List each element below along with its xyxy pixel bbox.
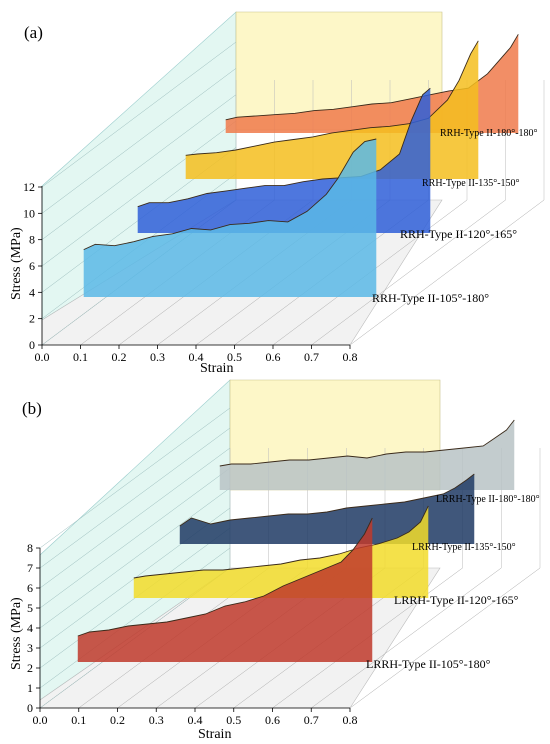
panel-b-series-labels: LRRH-Type II-180°-180° LRRH-Type II-135°-… xyxy=(366,494,540,671)
side-grid-line xyxy=(39,487,231,629)
series-line xyxy=(219,419,515,467)
panel-a-x-label: Strain xyxy=(200,361,233,376)
panel-a-series-labels: RRH-Type II-180°-180° RRH-Type II-135°-15… xyxy=(372,128,538,305)
y-tick-label: 7 xyxy=(27,561,33,575)
x-tick-label: 0.7 xyxy=(304,350,319,364)
panel-b-x-label: Strain xyxy=(198,727,231,742)
x-tick-label: 0.1 xyxy=(71,713,86,727)
floor-grid-line xyxy=(311,567,502,709)
floor-grid-line xyxy=(349,567,541,709)
y-tick-label: 2 xyxy=(29,312,35,326)
panel-b-x-ticks: 0.0 0.1 0.2 0.3 0.4 0.5 0.6 0.7 0.8 xyxy=(33,708,358,727)
y-tick-label: 12 xyxy=(23,180,35,194)
series-line xyxy=(77,517,373,637)
side-grid-line xyxy=(39,427,231,569)
x-tick-label: 0.7 xyxy=(304,713,319,727)
floor-grid-line xyxy=(311,199,506,346)
series-label: RRH-Type II-105°-180° xyxy=(372,291,489,305)
series-area xyxy=(219,420,515,490)
x-tick-label: 0.3 xyxy=(150,350,165,364)
side-grid-line xyxy=(41,41,237,188)
y-tick-label: 5 xyxy=(27,601,33,615)
panel-a-label: (a) xyxy=(24,23,43,42)
series-line xyxy=(185,40,479,156)
panel-b-y-ticks: 0 1 2 3 4 5 6 7 8 xyxy=(27,541,40,715)
panel-a-y-label: Stress (MPa) xyxy=(9,227,24,300)
x-tick-label: 0.4 xyxy=(189,350,204,364)
x-tick-label: 0.5 xyxy=(227,350,242,364)
series-label: RRH-Type II-180°-180° xyxy=(440,128,538,139)
side-grid-line xyxy=(39,447,231,589)
panel-b-label: (b) xyxy=(22,399,42,418)
y-tick-label: 0 xyxy=(27,701,33,715)
y-tick-label: 2 xyxy=(27,661,33,675)
y-tick-label: 6 xyxy=(27,581,33,595)
series-label: LRRH-Type II-120°-165° xyxy=(394,593,519,607)
side-grid-line xyxy=(41,68,237,214)
y-tick-label: 8 xyxy=(27,541,33,555)
side-grid-line xyxy=(39,467,231,609)
panel-a-series xyxy=(83,34,519,297)
x-tick-label: 0.0 xyxy=(35,350,50,364)
x-tick-label: 0.8 xyxy=(343,350,358,364)
series-area xyxy=(77,518,373,662)
y-tick-label: 4 xyxy=(29,285,35,299)
series-label: LRRH-Type II-135°-150° xyxy=(412,542,516,553)
series-area xyxy=(179,474,475,544)
x-tick-label: 0.6 xyxy=(266,350,281,364)
series-label: LRRH-Type II-105°-180° xyxy=(366,657,491,671)
x-tick-label: 0.2 xyxy=(112,350,127,364)
x-tick-label: 0.1 xyxy=(73,350,88,364)
series-line xyxy=(133,505,429,579)
side-grid-line xyxy=(39,407,231,549)
x-tick-label: 0.8 xyxy=(343,713,358,727)
y-tick-label: 3 xyxy=(27,641,33,655)
x-tick-label: 0.6 xyxy=(265,713,280,727)
y-tick-label: 6 xyxy=(29,259,35,273)
panel-a-y-ticks: 0 2 4 6 8 10 12 xyxy=(23,180,42,352)
series-line xyxy=(83,138,377,251)
x-tick-label: 0.3 xyxy=(149,713,164,727)
y-tick-label: 1 xyxy=(27,681,33,695)
series-line xyxy=(179,473,475,527)
y-tick-label: 10 xyxy=(23,206,35,220)
y-tick-label: 8 xyxy=(29,233,35,247)
y-tick-label: 0 xyxy=(29,338,35,352)
series-label: RRH-Type II-120°-165° xyxy=(400,227,517,241)
x-tick-label: 0.0 xyxy=(33,713,48,727)
x-tick-label: 0.5 xyxy=(226,713,241,727)
panel-a-x-ticks: 0.0 0.1 0.2 0.3 0.4 0.5 0.6 0.7 0.8 xyxy=(35,345,358,364)
series-line xyxy=(137,87,431,208)
x-tick-label: 0.4 xyxy=(188,713,203,727)
series-label: LRRH-Type II-180°-180° xyxy=(436,494,540,505)
x-tick-label: 0.2 xyxy=(110,713,125,727)
series-line xyxy=(225,34,519,121)
floor-grid-line xyxy=(349,199,545,346)
y-tick-label: 4 xyxy=(27,621,33,635)
side-grid-line xyxy=(41,120,237,267)
panel-b-series xyxy=(77,419,515,662)
series-area xyxy=(83,139,377,297)
series-label: RRH-Type II-135°-150° xyxy=(422,178,520,189)
side-grid-line xyxy=(41,94,237,240)
panel-b-y-label: Stress (MPa) xyxy=(9,597,24,670)
